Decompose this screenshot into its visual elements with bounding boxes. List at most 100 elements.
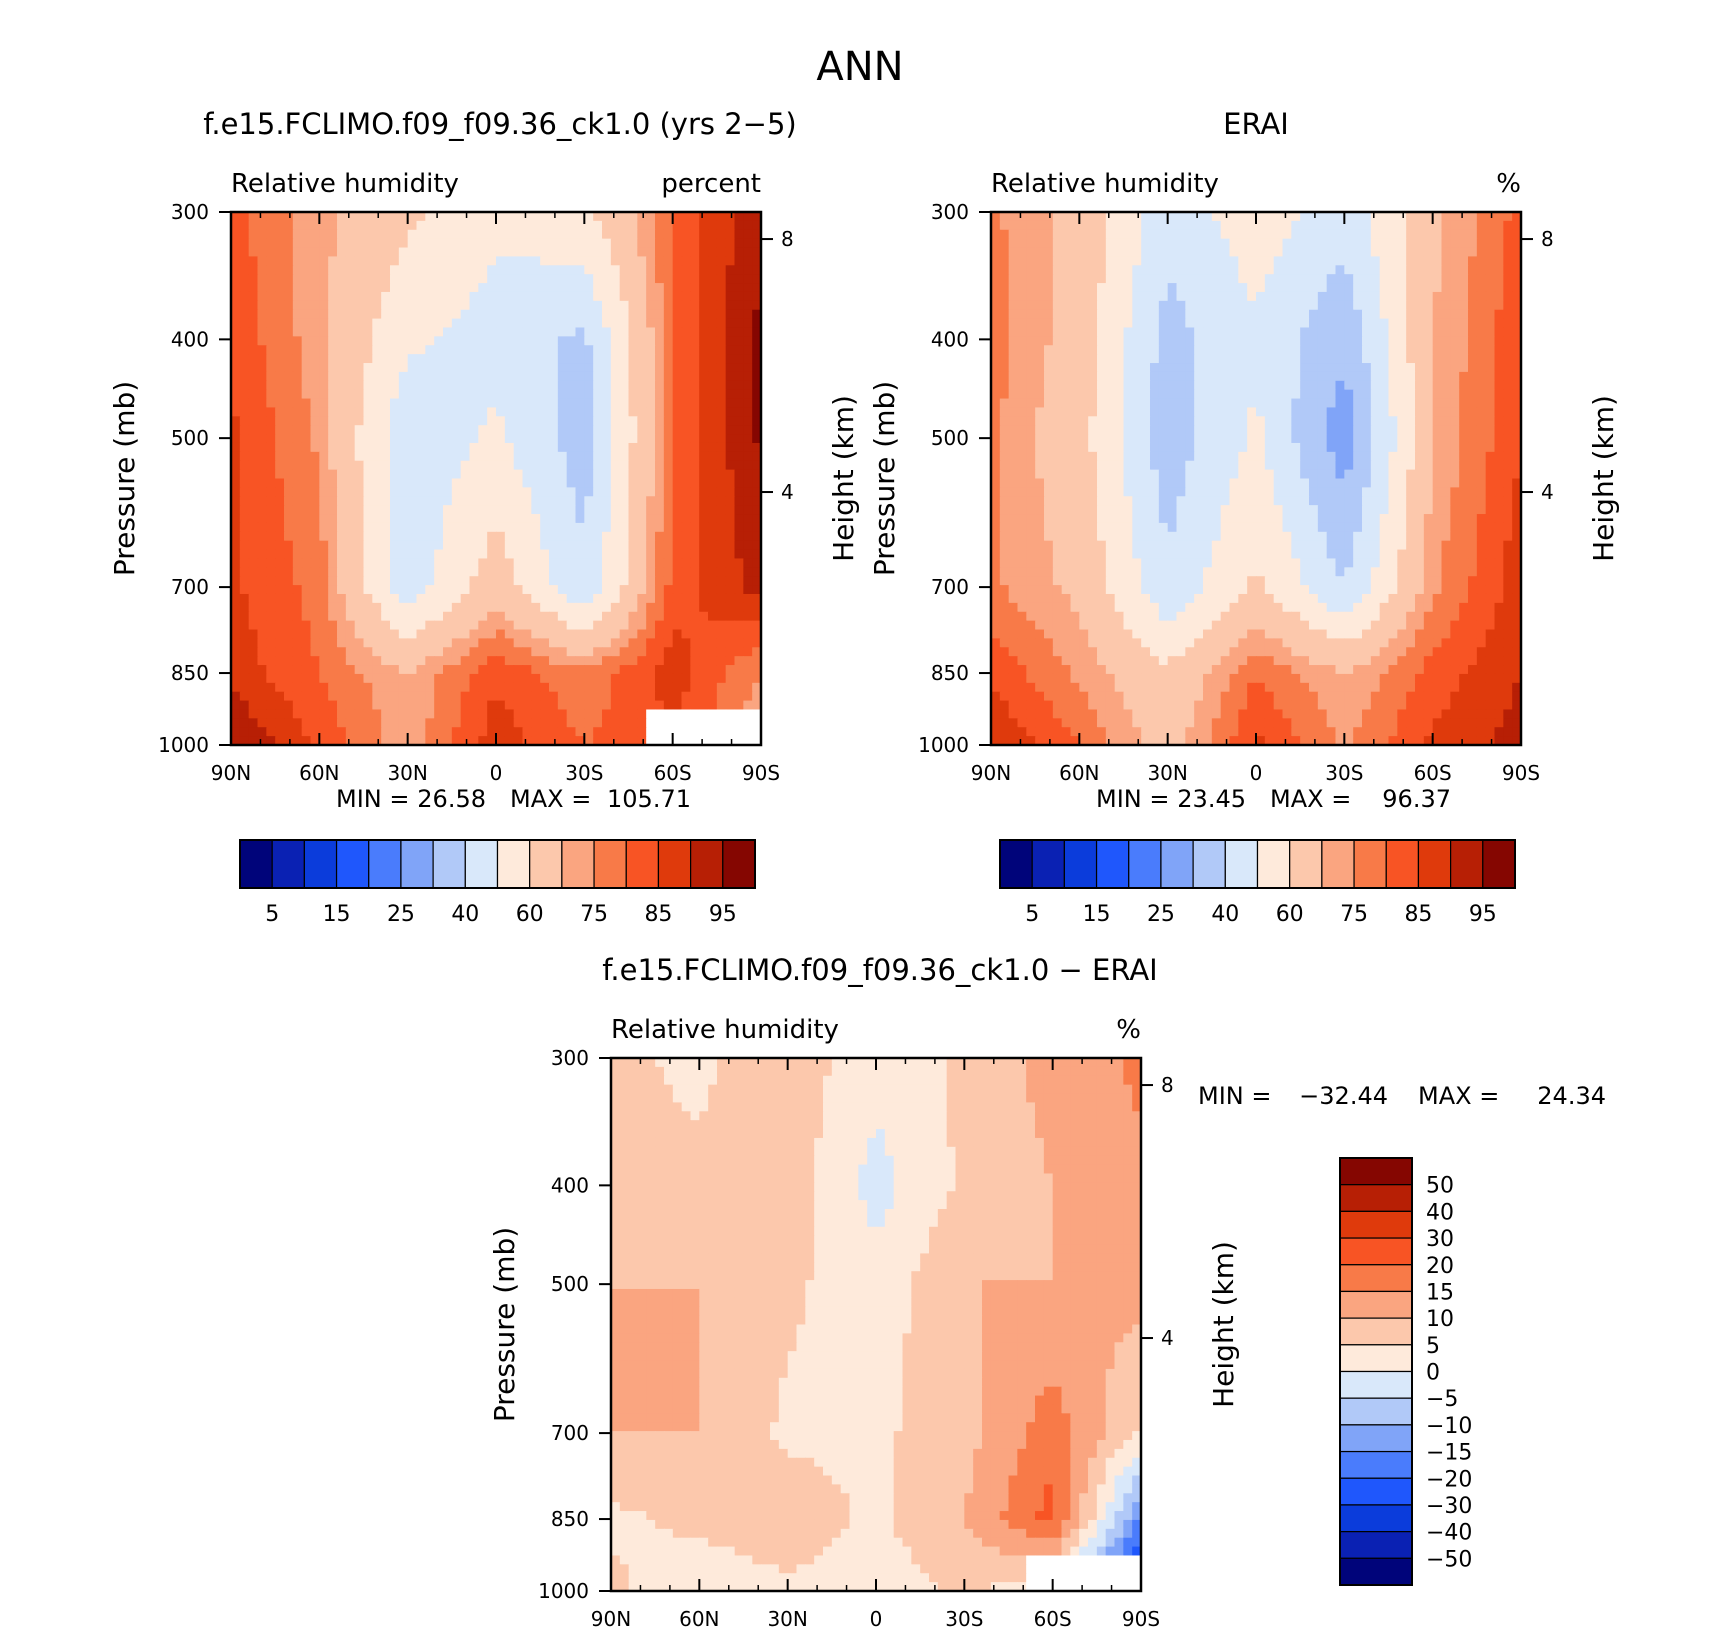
field-cell <box>646 540 656 551</box>
field-cell <box>337 593 347 604</box>
field-cell <box>469 309 479 320</box>
field-cell <box>345 522 356 533</box>
field-cell <box>1300 212 1310 222</box>
field-cell <box>1008 212 1019 222</box>
field-cell <box>407 567 418 577</box>
field-cell <box>1362 389 1372 400</box>
field-cell <box>1008 354 1019 364</box>
field-cell <box>699 300 709 311</box>
field-cell <box>425 602 435 613</box>
field-cell <box>478 247 488 258</box>
field-cell <box>1150 212 1160 222</box>
field-cell <box>1282 363 1292 373</box>
field-cell <box>1150 256 1160 266</box>
field-cell <box>593 274 603 284</box>
field-cell <box>663 558 674 568</box>
y-tick-label: 1000 <box>158 733 209 757</box>
field-cell <box>637 593 647 604</box>
field-cell <box>257 736 267 746</box>
field-cell <box>425 567 435 577</box>
field-cell <box>1123 318 1133 329</box>
field-cell <box>1194 327 1204 337</box>
field-cell <box>575 318 585 329</box>
field-cell <box>239 265 250 275</box>
field-cell <box>1167 300 1178 311</box>
field-cell <box>743 451 753 462</box>
field-cell <box>513 682 524 693</box>
field-cell <box>522 371 532 382</box>
field-cell <box>363 620 373 631</box>
field-cell <box>354 442 365 453</box>
field-cell <box>292 496 303 506</box>
field-cell <box>628 736 638 746</box>
field-cell <box>699 442 709 453</box>
field-cell <box>1432 327 1443 337</box>
field-cell <box>407 229 418 240</box>
field-cell <box>1247 345 1257 355</box>
field-cell <box>1017 318 1027 329</box>
field-cell <box>1335 283 1345 293</box>
field-cell <box>1256 283 1266 293</box>
field-cell <box>1220 212 1231 222</box>
field-cell <box>699 718 709 728</box>
field-cell <box>1017 336 1027 346</box>
field-cell <box>1229 265 1239 275</box>
field-cell <box>1026 283 1036 293</box>
field-cell <box>1353 318 1363 329</box>
field-cell <box>690 567 700 577</box>
field-cell <box>390 300 400 311</box>
field-cell <box>248 736 259 746</box>
field-cell <box>593 558 603 568</box>
field-cell <box>655 416 665 426</box>
field-cell <box>1220 229 1231 240</box>
field-cell <box>1468 380 1478 391</box>
field-cell <box>363 345 373 355</box>
field-cell <box>1503 300 1513 311</box>
field-cell <box>725 398 736 409</box>
field-cell <box>239 727 250 737</box>
field-cell <box>1008 380 1019 391</box>
field-cell <box>1406 265 1416 275</box>
field-cell <box>610 300 621 311</box>
field-cell <box>1282 380 1292 391</box>
field-cell <box>1494 380 1504 391</box>
field-cell <box>575 620 585 631</box>
field-cell <box>593 460 603 471</box>
field-cell <box>566 345 577 355</box>
field-cell <box>469 727 479 737</box>
field-cell <box>434 265 444 275</box>
colorbar-swatch <box>239 839 273 889</box>
field-cell <box>257 567 267 577</box>
field-cell <box>345 638 356 648</box>
field-cell <box>275 487 285 497</box>
field-cell <box>1415 371 1425 382</box>
field-cell <box>319 212 329 222</box>
field-cell <box>531 673 541 684</box>
field-cell <box>999 398 1010 409</box>
field-cell <box>513 496 524 506</box>
field-cell <box>1512 327 1522 337</box>
field-cell <box>443 300 453 311</box>
field-cell <box>566 371 577 382</box>
field-cell <box>372 407 382 417</box>
field-cell <box>381 309 391 320</box>
field-cell <box>345 434 356 444</box>
field-cell <box>637 585 647 595</box>
field-cell <box>734 345 744 355</box>
field-cell <box>1008 274 1019 284</box>
field-cell <box>1335 212 1345 222</box>
field-cell <box>1150 336 1160 346</box>
field-cell <box>231 576 241 586</box>
field-cell <box>1026 318 1036 329</box>
field-cell <box>328 229 338 240</box>
field-cell <box>752 709 762 719</box>
field-cell <box>487 611 497 622</box>
field-cell <box>646 709 656 719</box>
field-cell <box>434 416 444 426</box>
field-cell <box>1317 345 1328 355</box>
field-cell <box>496 274 506 284</box>
field-cell <box>328 638 338 648</box>
field-cell <box>469 336 479 346</box>
field-cell <box>699 505 709 515</box>
field-cell <box>708 309 718 320</box>
